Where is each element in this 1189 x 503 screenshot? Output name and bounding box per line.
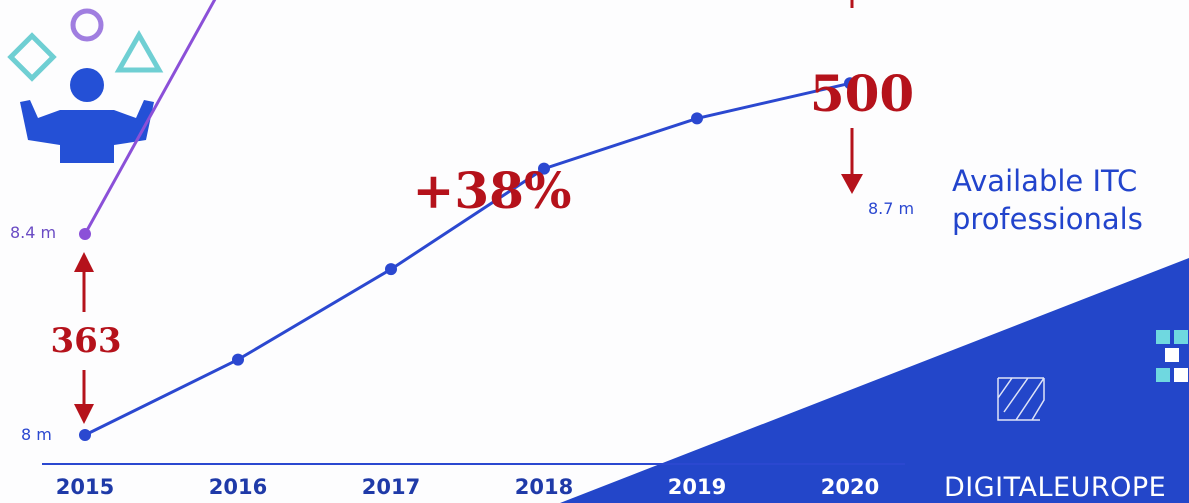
brand-pixel-icon xyxy=(1156,330,1188,382)
legend-line-1: Available ITC xyxy=(952,164,1137,198)
gap-end-value: 500 xyxy=(810,64,914,123)
juggler-icon xyxy=(7,8,164,163)
legend-line-2: professionals xyxy=(952,202,1143,236)
brand-background xyxy=(560,258,1189,503)
x-tick-label-2018: 2018 xyxy=(515,475,573,499)
x-tick-label-2019: 2019 xyxy=(668,475,726,499)
x-tick-label-2017: 2017 xyxy=(362,475,420,499)
data-point-available-itc-2015 xyxy=(79,429,91,441)
data-point-purple-2015 xyxy=(79,228,91,240)
x-tick-label-2020: 2020 xyxy=(821,475,879,499)
data-point-available-itc-2018 xyxy=(538,162,550,175)
start-label-purple: 8.4 m xyxy=(10,223,56,242)
growth-annotation: +38% xyxy=(413,161,572,220)
brand-logo-icon xyxy=(997,377,1045,421)
series-points-available-itc xyxy=(79,77,856,441)
gap-arrow-end xyxy=(841,0,863,194)
x-tick-label-2016: 2016 xyxy=(209,475,267,499)
series-line-purple xyxy=(83,0,217,235)
series-points-purple xyxy=(79,228,91,240)
series-line-available-itc xyxy=(84,81,851,437)
data-point-available-itc-2019 xyxy=(691,112,703,125)
brand-name: DIGITALEUROPE xyxy=(944,472,1166,503)
data-point-available-itc-2016 xyxy=(232,353,244,366)
data-point-available-itc-2017 xyxy=(385,263,397,276)
start-label-blue: 8 m xyxy=(21,425,52,444)
x-axis-ticks: 2015 2016 2017 2018 2019 2020 xyxy=(56,475,879,499)
gap-start-value: 363 xyxy=(51,321,122,361)
gap-arrow-start xyxy=(74,252,94,424)
end-label-blue: 8.7 m xyxy=(868,199,914,218)
x-tick-label-2015: 2015 xyxy=(56,475,114,499)
data-point-available-itc-2020 xyxy=(844,77,856,90)
